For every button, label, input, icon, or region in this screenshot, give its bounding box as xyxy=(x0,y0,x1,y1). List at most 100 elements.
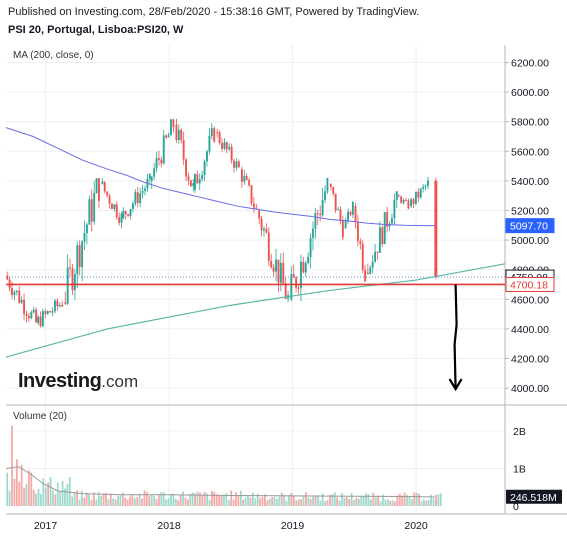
price-badge-ma xyxy=(505,218,555,234)
candle-body xyxy=(98,178,100,201)
volume-bar xyxy=(182,491,184,506)
volume-bar xyxy=(350,493,353,506)
volume-bar xyxy=(362,495,365,506)
candle-body xyxy=(11,287,13,295)
volume-bar xyxy=(319,500,322,506)
candle-body xyxy=(27,315,30,319)
volume-bar xyxy=(177,500,180,506)
candle-body xyxy=(201,175,204,180)
candle-body xyxy=(417,191,420,198)
volume-bar xyxy=(425,500,428,506)
down-arrow-shaft xyxy=(453,284,458,389)
volume-bar xyxy=(83,497,86,506)
candle-body xyxy=(397,195,400,197)
y-tick-label: 4400.00 xyxy=(511,324,549,336)
volume-bar xyxy=(290,492,293,506)
volume-bar xyxy=(32,489,35,506)
volume-bar xyxy=(382,494,384,506)
volume-bar xyxy=(223,495,225,506)
candle-body xyxy=(334,193,337,211)
volume-bar xyxy=(307,497,310,506)
candle-body xyxy=(221,143,223,149)
candle-body xyxy=(71,268,74,291)
volume-bar xyxy=(232,499,235,506)
candle-body xyxy=(32,309,35,313)
volume-bar xyxy=(317,495,319,506)
candle-body xyxy=(69,267,72,269)
volume-bar xyxy=(172,493,175,506)
volume-bar xyxy=(80,490,83,506)
candle-body xyxy=(39,316,42,326)
volume-bar xyxy=(235,492,237,506)
volume-bar xyxy=(213,492,216,506)
candle-body xyxy=(321,199,324,216)
candle-body xyxy=(193,174,196,190)
candle-body xyxy=(319,214,322,216)
candle-body xyxy=(302,261,305,273)
candle-body xyxy=(228,146,231,150)
volume-bar xyxy=(61,480,64,506)
ma-legend: MA (200, close, 0) xyxy=(13,50,94,61)
candle-body xyxy=(419,188,422,198)
volume-bar xyxy=(56,482,59,506)
volume-bar xyxy=(300,499,302,506)
vol-tick-label: 0 xyxy=(513,501,519,513)
volume-bar xyxy=(304,492,307,506)
volume-bar xyxy=(35,493,38,506)
candle-body xyxy=(376,251,379,253)
grid xyxy=(6,45,505,514)
candle-body xyxy=(270,260,273,268)
volume-bar xyxy=(237,495,240,506)
volume-bar xyxy=(30,472,33,506)
candle-body xyxy=(407,200,410,209)
volume-bar xyxy=(268,498,271,506)
volume-bar xyxy=(189,494,192,506)
candle-body xyxy=(185,159,188,177)
candle-body xyxy=(395,191,398,200)
volume-bar xyxy=(90,499,93,506)
volume-bar xyxy=(276,498,278,506)
candle-body xyxy=(108,195,111,204)
volume-bar xyxy=(430,494,433,506)
candle-body xyxy=(223,142,226,149)
candle-body xyxy=(51,311,54,313)
volume-bar xyxy=(102,493,105,506)
volume-bar xyxy=(112,498,115,506)
candle-body xyxy=(295,277,298,288)
candle-body xyxy=(386,212,389,227)
candle-body xyxy=(118,217,121,223)
candle-body xyxy=(78,245,81,268)
candle-body xyxy=(203,161,206,176)
volume-bar xyxy=(59,491,62,506)
candle-body xyxy=(424,185,427,187)
candle-body xyxy=(44,311,47,314)
volume-bar xyxy=(44,487,47,506)
candle-body xyxy=(282,262,285,284)
volume-bar xyxy=(131,494,134,506)
volume-bar xyxy=(11,425,13,506)
candle-body xyxy=(309,237,312,257)
candle-body xyxy=(172,119,175,128)
candle-body xyxy=(243,176,246,182)
candle-body xyxy=(230,146,233,161)
candle-body xyxy=(49,311,52,313)
candle-body xyxy=(95,178,98,194)
candle-body xyxy=(23,299,26,314)
volume-bar xyxy=(107,499,110,506)
volume-bar xyxy=(121,492,124,506)
candle-body xyxy=(245,176,248,180)
candle-body xyxy=(150,176,153,181)
volume-bar xyxy=(170,494,172,506)
candle-body xyxy=(148,173,151,179)
published-info: Published on Investing.com, 28/Feb/2020 … xyxy=(8,6,420,18)
volume-bar xyxy=(95,499,98,506)
candle-body xyxy=(162,135,165,164)
volume-bar xyxy=(247,495,249,506)
volume-bar xyxy=(365,493,367,506)
candle-body xyxy=(208,135,211,152)
volume-bar xyxy=(389,500,392,506)
volume-bar xyxy=(201,494,204,506)
candle-body xyxy=(85,224,88,234)
volume-bar xyxy=(398,493,401,506)
volume-bar xyxy=(150,494,153,506)
